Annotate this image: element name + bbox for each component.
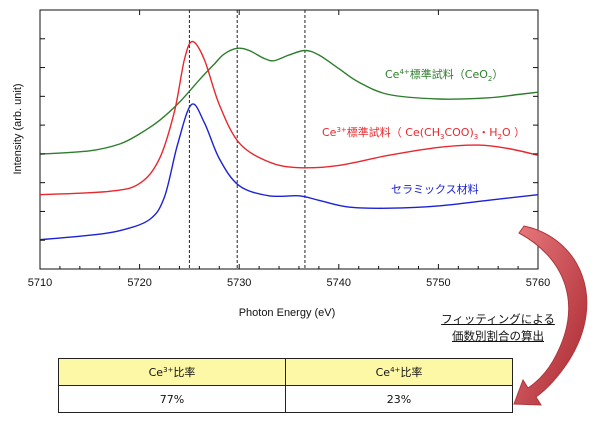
y-axis-title: Intensity (arb. unit) [12, 83, 24, 174]
header-ce4-ratio: Ce4+比率 [285, 358, 513, 386]
value-ce4-ratio: 23% [285, 385, 513, 413]
valence-ratio-table: Ce3+比率 Ce4+比率 77% 23% [58, 358, 513, 413]
plot-frame [39, 9, 539, 270]
x-axis-ticks: 5710 5720 5730 5740 5750 5760 [28, 10, 550, 289]
value-ce3-ratio: 77% [58, 385, 286, 413]
series-line-1 [39, 47, 539, 155]
reference-lines [188, 10, 306, 269]
series-label-ce3: Ce3+標準試料（ Ce(CH3COO)3・H2O ） [322, 125, 525, 141]
series-label-ceramic: セラミックス材料 [391, 182, 479, 196]
plot-area-border [39, 9, 539, 270]
annotation-line-1: フィッティングによる [441, 312, 555, 326]
curved-arrow-icon [513, 225, 588, 406]
header-ce3-ratio: Ce3+比率 [58, 358, 286, 386]
x-tick-label: 5710 [28, 277, 52, 289]
x-tick-label: 5720 [127, 277, 151, 289]
table-header-row: Ce3+比率 Ce4+比率 [58, 358, 513, 386]
series-line-3 [39, 103, 539, 241]
series-label-ce4: Ce4+標準試料（CeO2） [385, 67, 503, 83]
annotation-line-2: 価数別割合の算出 [452, 329, 544, 343]
x-tick-label: 5760 [526, 277, 550, 289]
x-tick-label: 5730 [227, 277, 251, 289]
series-layer [39, 40, 539, 241]
x-tick-label: 5750 [426, 277, 450, 289]
x-tick-label: 5740 [327, 277, 351, 289]
y-axis-ticks [40, 38, 538, 241]
table-row: 77% 23% [58, 385, 513, 413]
x-axis-title: Photon Energy (eV) [239, 307, 336, 319]
fitting-annotation: フィッティングによる 価数別割合の算出 [428, 311, 568, 345]
series-line-2 [39, 40, 539, 196]
